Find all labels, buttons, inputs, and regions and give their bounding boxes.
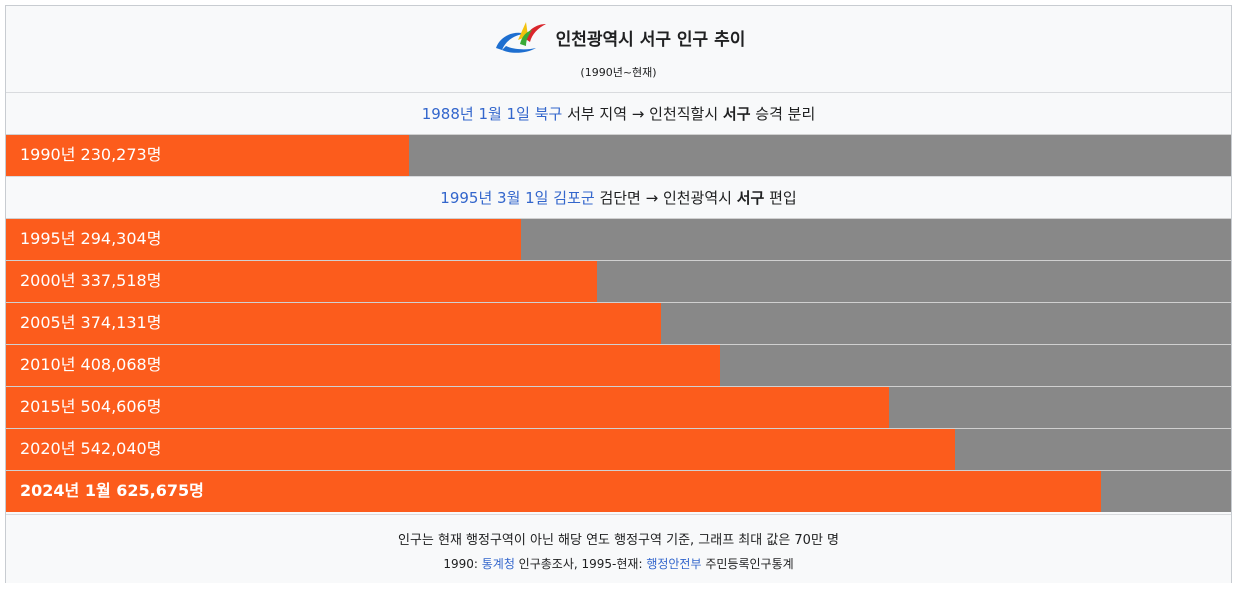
bar-label: 2015년 504,606명 bbox=[20, 397, 162, 416]
bar-row: 2010년 408,068명 bbox=[6, 344, 1231, 386]
gimpo-link[interactable]: 김포군 bbox=[553, 189, 595, 207]
bar-row: 2000년 337,518명 bbox=[6, 260, 1231, 302]
bar-row: 1990년 230,273명 bbox=[6, 134, 1231, 176]
history-note-1988: 1988년 1월 1일 북구 서부 지역 → 인천직할시 서구 승격 분리 bbox=[6, 92, 1231, 135]
bar bbox=[6, 261, 597, 302]
bar-label: 2000년 337,518명 bbox=[20, 271, 162, 290]
footer-sources: 1990: 통계청 인구총조사, 1995-현재: 행정안전부 주민등록인구통계 bbox=[6, 555, 1231, 572]
bar-row: 2005년 374,131명 bbox=[6, 302, 1231, 344]
bar-row: 2015년 504,606명 bbox=[6, 386, 1231, 428]
population-chart-box: 인천광역시 서구 인구 추이 (1990년~현재) 1988년 1월 1일 북구… bbox=[5, 5, 1232, 583]
chart-subtitle: (1990년~현재) bbox=[580, 66, 657, 79]
bar-label: 2005년 374,131명 bbox=[20, 313, 162, 332]
bar-row: 2024년 1월 625,675명 bbox=[6, 470, 1231, 512]
statistics-korea-link[interactable]: 통계청 bbox=[481, 557, 515, 571]
bar-label: 2010년 408,068명 bbox=[20, 355, 162, 374]
bar-label: 2024년 1월 625,675명 bbox=[20, 481, 204, 500]
source-text: 주민등록인구통계 bbox=[701, 557, 794, 571]
note-text: 검단면 → 인천광역시 bbox=[594, 189, 737, 207]
note-bold: 서구 bbox=[736, 189, 765, 207]
bar bbox=[6, 345, 721, 386]
note-text: 승격 분리 bbox=[750, 105, 816, 123]
bar bbox=[6, 387, 890, 428]
source-text: 1990: bbox=[443, 557, 482, 571]
bar bbox=[6, 135, 409, 176]
mois-link[interactable]: 행정안전부 bbox=[646, 557, 702, 571]
date-link-1988[interactable]: 1988년 1월 1일 bbox=[421, 105, 530, 123]
footer-note: 인구는 현재 행정구역이 아닌 해당 연도 행정구역 기준, 그래프 최대 값은… bbox=[397, 533, 840, 548]
note-text: 서부 지역 → 인천직할시 bbox=[562, 105, 723, 123]
bukgu-link[interactable]: 북구 bbox=[534, 105, 563, 123]
note-text: 편입 bbox=[764, 189, 797, 207]
chart-header: 인천광역시 서구 인구 추이 (1990년~현재) bbox=[6, 6, 1231, 92]
bar-label: 1990년 230,273명 bbox=[20, 145, 162, 164]
bar-label: 2020년 542,040명 bbox=[20, 439, 162, 458]
bar-label: 1995년 294,304명 bbox=[20, 229, 162, 248]
chart-title: 인천광역시 서구 인구 추이 bbox=[555, 29, 746, 50]
note-bold: 서구 bbox=[722, 105, 751, 123]
bar bbox=[6, 471, 1101, 512]
bar-row: 1995년 294,304명 bbox=[6, 218, 1231, 260]
chart-footer: 인구는 현재 행정구역이 아닌 해당 연도 행정구역 기준, 그래프 최대 값은… bbox=[6, 514, 1231, 583]
seo-gu-logo-icon bbox=[495, 22, 546, 53]
history-note-1995: 1995년 3월 1일 김포군 검단면 → 인천광역시 서구 편입 bbox=[6, 176, 1231, 219]
bar bbox=[6, 429, 955, 470]
bar bbox=[6, 303, 661, 344]
bar-row: 2020년 542,040명 bbox=[6, 428, 1231, 470]
bar bbox=[6, 219, 522, 260]
date-link-1995[interactable]: 1995년 3월 1일 bbox=[440, 189, 549, 207]
source-text: 인구총조사, 1995-현재: bbox=[514, 557, 647, 571]
